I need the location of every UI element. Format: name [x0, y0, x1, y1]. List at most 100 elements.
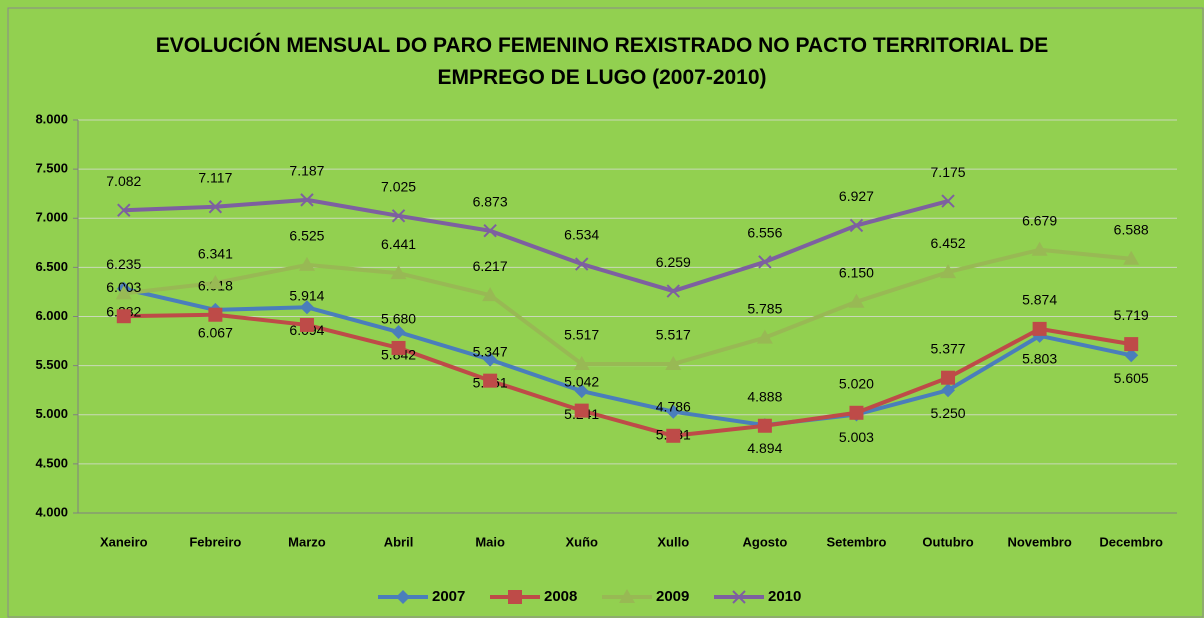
data-label: 5.517: [656, 327, 691, 343]
chart-title: EVOLUCIÓN MENSUAL DO PARO FEMENINO REXIS…: [155, 34, 1049, 89]
data-point: [849, 405, 864, 420]
data-point: [208, 200, 223, 214]
data-point: [1124, 337, 1139, 352]
data-point: [574, 384, 589, 399]
data-point: [573, 355, 590, 370]
chart-border: [7, 7, 1204, 618]
data-label: 5.785: [747, 300, 782, 316]
series-line: [123, 312, 1132, 438]
data-point: [208, 307, 223, 322]
data-label: 7.175: [931, 164, 966, 180]
data-point: [575, 257, 589, 271]
data-label: 6.235: [106, 256, 141, 272]
data-point: [940, 264, 957, 279]
data-point: [298, 256, 315, 271]
legend-marker: [732, 590, 746, 604]
data-label: 4.894: [747, 440, 782, 456]
data-point: [941, 370, 956, 385]
y-tick-label: 4.000: [35, 504, 68, 519]
x-tick-label: Marzo: [288, 534, 326, 549]
data-point: [757, 418, 772, 433]
data-label: 6.067: [198, 325, 233, 341]
data-point: [391, 325, 406, 340]
y-tick-label: 4.500: [35, 455, 68, 470]
data-label: 4.888: [747, 388, 782, 404]
data-label: 6.525: [289, 228, 324, 244]
data-point: [300, 193, 314, 207]
data-label: 6.452: [931, 235, 966, 251]
x-tick-label: Outubro: [922, 534, 973, 549]
data-point: [756, 329, 773, 344]
x-tick-label: Xuño: [565, 534, 598, 549]
y-tick-label: 7.000: [35, 210, 68, 225]
data-point: [391, 340, 406, 355]
legend-marker: [396, 590, 410, 604]
data-point: [941, 383, 956, 398]
data-point: [848, 293, 865, 308]
data-point: [849, 218, 864, 233]
data-label: 6.588: [1114, 221, 1149, 237]
data-point: [117, 203, 131, 217]
data-label: 6.679: [1022, 212, 1057, 228]
data-point: [574, 403, 589, 418]
y-tick-label: 6.000: [35, 308, 68, 323]
data-label: 6.556: [747, 225, 782, 241]
data-point: [941, 194, 955, 208]
y-tick-label: 8.000: [35, 111, 68, 126]
legend-label: 2008: [544, 588, 577, 605]
data-label: 6.927: [839, 188, 874, 204]
data-point: [758, 255, 772, 269]
legend-label: 2009: [656, 588, 689, 605]
data-label: 5.680: [381, 311, 416, 327]
data-label: 7.082: [106, 173, 141, 189]
x-tick-label: Xaneiro: [100, 534, 148, 549]
data-label: 5.719: [1114, 307, 1149, 323]
data-point: [666, 428, 681, 443]
data-point: [482, 287, 499, 302]
data-label: 5.250: [931, 405, 966, 421]
series-line: [123, 247, 1132, 366]
data-point: [483, 373, 498, 388]
data-label: 7.025: [381, 178, 416, 194]
data-label: 7.187: [289, 163, 324, 179]
data-label: 5.020: [839, 375, 874, 391]
legend-label: 2007: [432, 588, 465, 605]
y-tick-label: 5.000: [35, 406, 68, 421]
x-tick-label: Decembro: [1099, 534, 1163, 549]
data-point: [115, 285, 132, 300]
data-label: 7.117: [198, 169, 232, 185]
data-label: 6.150: [839, 264, 874, 280]
data-point: [483, 352, 498, 367]
data-label: 6.341: [198, 246, 233, 262]
y-tick-label: 5.500: [35, 357, 68, 372]
data-label: 5.803: [1022, 351, 1057, 367]
y-tick-label: 7.500: [35, 161, 68, 176]
data-point: [299, 317, 314, 332]
x-tick-label: Abril: [384, 534, 414, 549]
data-point: [116, 309, 131, 324]
legend-label: 2010: [768, 588, 801, 605]
data-label: 5.605: [1114, 370, 1149, 386]
x-tick-label: Novembro: [1007, 534, 1071, 549]
x-tick-label: Setembro: [826, 534, 886, 549]
data-point: [207, 274, 224, 289]
series-line: [123, 197, 949, 294]
data-label: 4.786: [656, 398, 691, 414]
x-tick-label: Febreiro: [189, 534, 241, 549]
data-point: [483, 224, 497, 238]
y-tick-label: 6.500: [35, 259, 68, 274]
data-point: [1032, 321, 1047, 336]
data-point: [391, 209, 406, 223]
data-point: [665, 355, 682, 370]
legend-marker: [619, 589, 635, 603]
data-label: 5.003: [839, 429, 874, 445]
series-line: [123, 286, 1132, 428]
data-label: 6.534: [564, 227, 599, 243]
data-label: 6.217: [473, 258, 508, 274]
data-point: [299, 300, 314, 315]
data-label: 5.377: [931, 340, 966, 356]
data-label: 5.874: [1022, 292, 1057, 308]
data-label: 6.441: [381, 236, 416, 252]
